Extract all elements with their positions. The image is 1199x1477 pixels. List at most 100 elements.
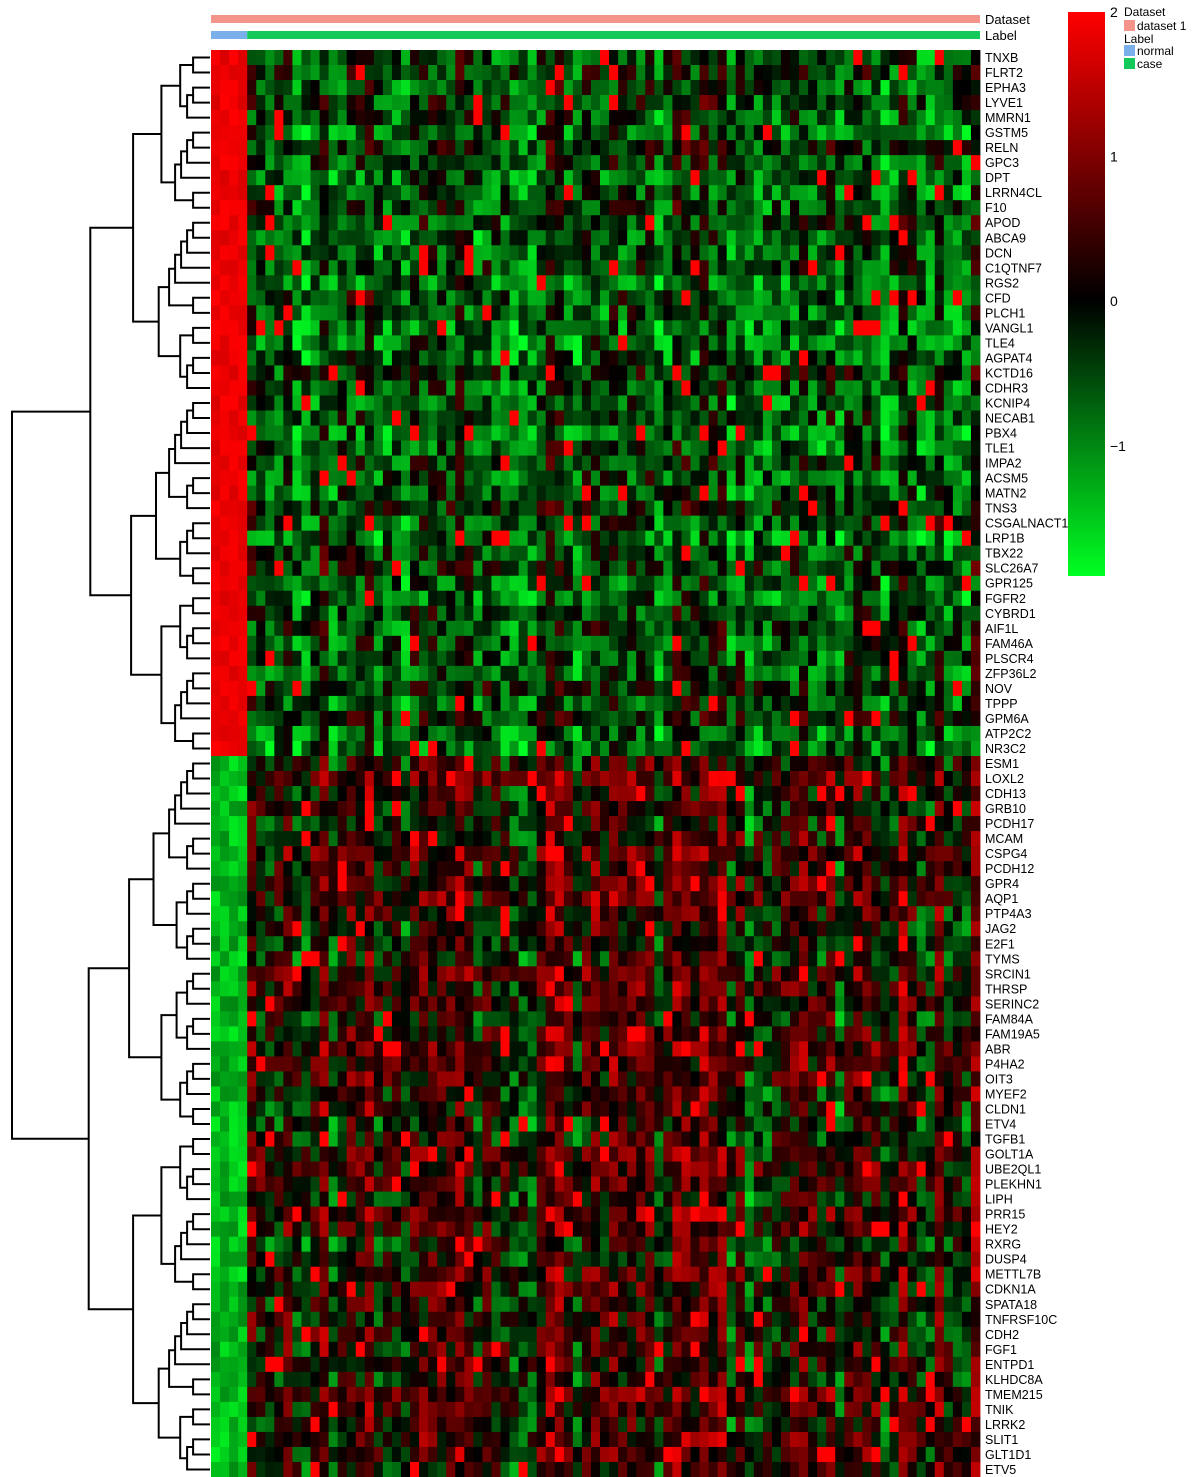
heatmap-cell [337, 485, 348, 502]
heatmap-cell [943, 440, 954, 456]
heatmap-cell [844, 786, 854, 802]
heatmap-cell [826, 680, 836, 697]
heatmap-cell [925, 50, 936, 66]
heatmap-cell [744, 245, 755, 261]
heatmap-cell [717, 665, 728, 682]
heatmap-cell [283, 530, 293, 547]
heatmap-cell [554, 485, 565, 502]
heatmap-cell [265, 110, 275, 126]
heatmap-cell [844, 290, 854, 306]
heatmap-cell [726, 260, 737, 276]
heatmap-cell [500, 515, 510, 532]
heatmap-cell [699, 95, 709, 111]
heatmap-cell [663, 861, 673, 877]
heatmap-cell [808, 455, 818, 471]
heatmap-cell [952, 590, 963, 607]
heatmap-cell [790, 260, 800, 276]
heatmap-cell [563, 620, 574, 637]
heatmap-cell [771, 50, 782, 66]
heatmap-cell [518, 380, 529, 396]
heatmap-cell [527, 921, 538, 937]
heatmap-cell [799, 545, 809, 562]
heatmap-cell [735, 695, 746, 712]
heatmap-cell [735, 320, 746, 336]
heatmap-cell [319, 110, 330, 126]
heatmap-cell [699, 260, 709, 276]
heatmap-cell [355, 305, 366, 321]
heatmap-cell [391, 485, 402, 502]
heatmap-cell [437, 470, 447, 487]
heatmap-cell [762, 80, 773, 96]
heatmap-cell [681, 335, 691, 351]
heatmap-cell [337, 170, 348, 186]
heatmap-cell [563, 740, 574, 757]
heatmap-cell [220, 740, 230, 757]
heatmap-cell [410, 290, 420, 306]
heatmap-cell [744, 410, 755, 426]
heatmap-cell [346, 635, 357, 652]
heatmap-cell [672, 80, 682, 96]
heatmap-cell [419, 440, 429, 456]
heatmap-cell [581, 575, 592, 592]
heatmap-cell [835, 740, 845, 757]
heatmap-cell [536, 921, 547, 937]
heatmap-cell [491, 635, 501, 652]
heatmap-cell [572, 395, 583, 411]
heatmap-cell [771, 725, 782, 742]
heatmap-cell [319, 365, 330, 381]
heatmap-cell [790, 170, 800, 186]
heatmap-cell [220, 665, 230, 682]
heatmap-cell [274, 710, 284, 727]
heatmap-cell [563, 215, 574, 231]
heatmap-cell [681, 786, 691, 802]
heatmap-cell [871, 365, 881, 381]
heatmap-cell [636, 110, 646, 126]
heatmap-cell [844, 560, 854, 577]
heatmap-cell [771, 560, 782, 577]
heatmap-cell [446, 230, 456, 246]
heatmap-cell [636, 215, 646, 231]
heatmap-cell [473, 335, 483, 351]
heatmap-cell [753, 395, 764, 411]
heatmap-cell [934, 380, 945, 396]
heatmap-cell [464, 110, 474, 126]
heatmap-cell [826, 560, 836, 577]
heatmap-cell [527, 50, 538, 66]
heatmap-cell [265, 771, 275, 787]
heatmap-cell [672, 65, 682, 81]
heatmap-cell [735, 515, 746, 532]
heatmap-cell [545, 921, 556, 937]
heatmap-cell [826, 95, 836, 111]
heatmap-cell [780, 245, 791, 261]
heatmap-cell [943, 560, 954, 577]
heatmap-cell [265, 635, 275, 652]
heatmap-cell [581, 320, 592, 336]
heatmap-cell [220, 290, 230, 306]
heatmap-cell [799, 650, 809, 667]
heatmap-cell [681, 560, 691, 577]
heatmap-cell [609, 605, 619, 622]
heatmap-cell [590, 545, 601, 562]
heatmap-cell [744, 500, 755, 517]
heatmap-cell [355, 365, 366, 381]
heatmap-cell [862, 620, 872, 637]
heatmap-cell [491, 786, 501, 802]
heatmap-cell [473, 395, 483, 411]
heatmap-cell [808, 305, 818, 321]
heatmap-cell [428, 560, 438, 577]
heatmap-cell [391, 515, 402, 532]
heatmap-cell [771, 215, 782, 231]
heatmap-cell [699, 140, 709, 156]
heatmap-cell [437, 816, 447, 832]
heatmap-cell [355, 816, 366, 832]
heatmap-cell [780, 185, 791, 201]
heatmap-cell [265, 500, 275, 517]
heatmap-cell [500, 215, 510, 231]
heatmap-cell [428, 575, 438, 592]
heatmap-cell [943, 455, 954, 471]
heatmap-cell [337, 260, 348, 276]
heatmap-cell [771, 590, 782, 607]
heatmap-cell [373, 801, 384, 817]
heatmap-cell [554, 305, 565, 321]
heatmap-cell [681, 470, 691, 487]
